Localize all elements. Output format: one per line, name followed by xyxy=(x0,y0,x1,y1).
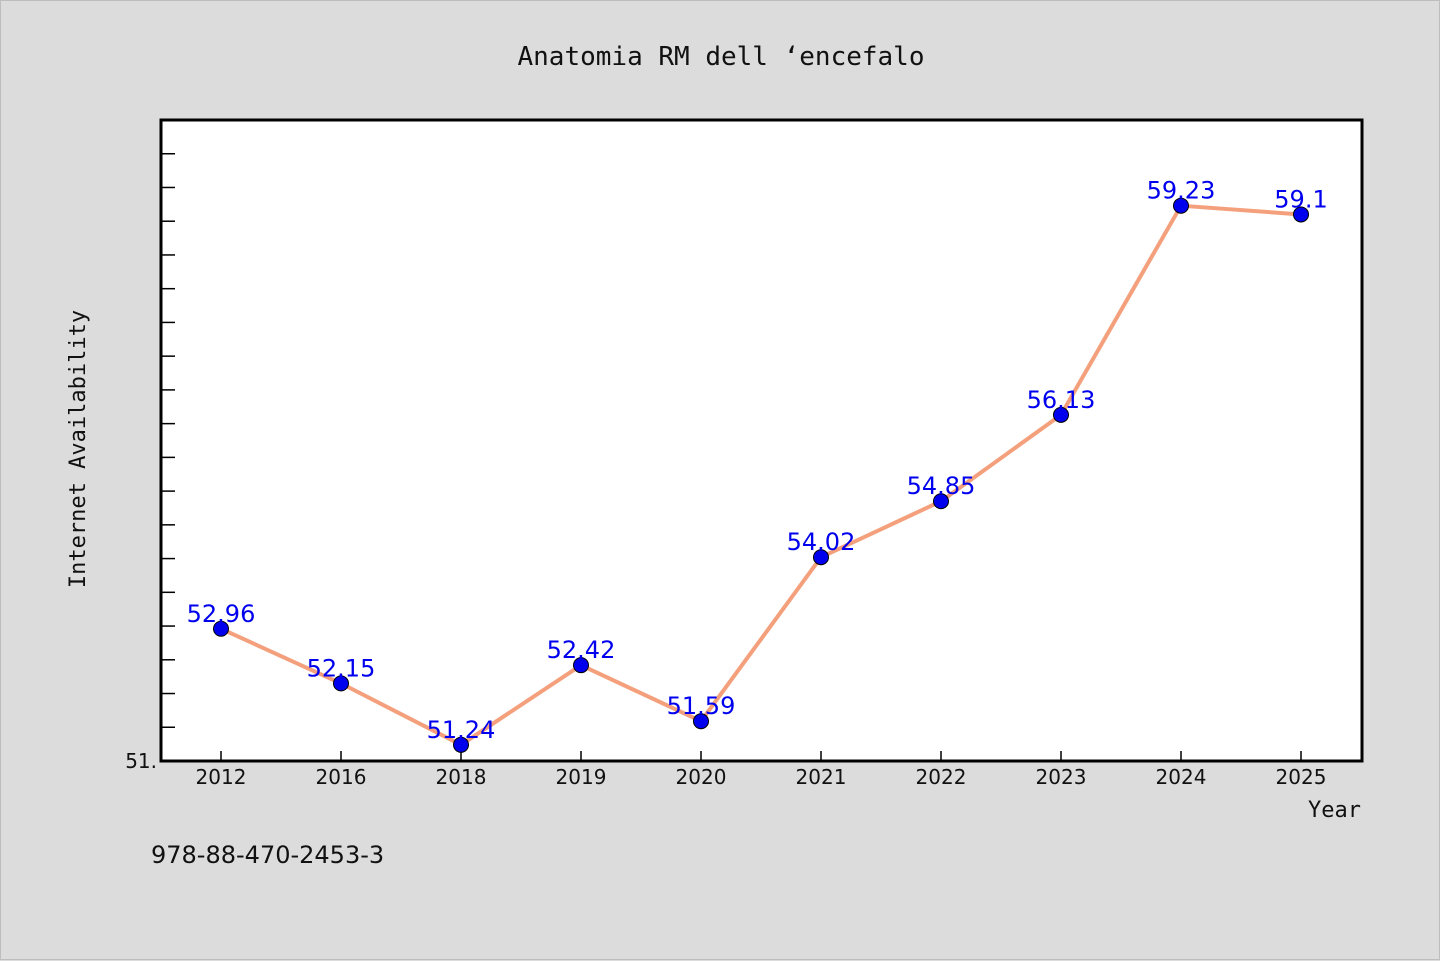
data-point xyxy=(1053,406,1069,423)
data-label: 52.15 xyxy=(307,654,376,682)
footer-code: 978-88-470-2453-3 xyxy=(151,841,384,869)
x-axis-ticks xyxy=(220,751,1302,761)
data-point xyxy=(453,736,469,753)
data-label: 52.96 xyxy=(187,600,256,628)
x-tick-label: 2016 xyxy=(316,765,367,789)
data-point xyxy=(813,549,829,566)
x-tick-label: 2012 xyxy=(196,765,247,789)
y-axis-label: Internet Availability xyxy=(66,310,91,588)
x-tick-label: 2025 xyxy=(1276,765,1327,789)
x-tick-label: 2018 xyxy=(436,765,487,789)
data-point xyxy=(1293,206,1309,223)
y-tick-label: 51. xyxy=(125,749,157,773)
data-label: 59.23 xyxy=(1147,177,1216,205)
data-label: 51.59 xyxy=(667,692,736,720)
x-tick-label: 2023 xyxy=(1036,765,1087,789)
data-labels: 52.96 52.15 51.24 52.42 51.59 54.02 54.85 56.13… xyxy=(187,177,1328,744)
data-label: 56.13 xyxy=(1027,386,1096,414)
data-point xyxy=(933,493,949,510)
x-tick-label: 2020 xyxy=(676,765,727,789)
data-point xyxy=(573,657,589,674)
x-axis-label: Year xyxy=(1308,798,1361,823)
x-tick-labels: 2012 2016 2018 2019 2020 2021 2022 2023 2024 2025 xyxy=(196,765,1327,789)
x-tick-label: 2021 xyxy=(796,765,847,789)
data-point xyxy=(693,713,709,730)
data-label: 52.42 xyxy=(547,636,616,664)
chart-title: Anatomia RM dell ‘encefalo xyxy=(518,42,925,72)
data-points xyxy=(213,197,1309,753)
data-point xyxy=(213,620,229,637)
data-label: 54.85 xyxy=(907,472,976,500)
data-point xyxy=(1173,197,1189,214)
data-label: 59.1 xyxy=(1274,185,1327,213)
series-line xyxy=(220,203,1302,747)
x-tick-label: 2024 xyxy=(1156,765,1207,789)
data-label: 51.24 xyxy=(427,716,496,744)
x-tick-label: 2019 xyxy=(556,765,607,789)
data-point xyxy=(333,675,349,692)
y-axis-ticks xyxy=(161,119,175,762)
x-tick-label: 2022 xyxy=(916,765,967,789)
data-label: 54.02 xyxy=(787,528,856,556)
plot-area xyxy=(159,118,1364,763)
